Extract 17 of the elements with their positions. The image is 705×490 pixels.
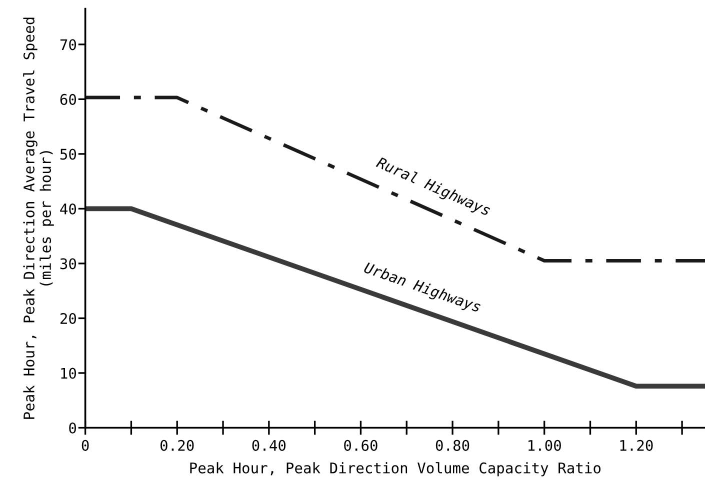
x-tick-label: 0.80 <box>436 440 470 451</box>
x-axis-title: Peak Hour, Peak Direction Volume Capacity Ratio <box>190 462 601 476</box>
y-axis-title: Peak Hour, Peak Direction Average Travel Speed (miles per hour) <box>23 18 54 419</box>
x-tick-label: 0 <box>82 440 89 451</box>
y-tick-label: 10 <box>61 368 76 379</box>
y-tick-label: 30 <box>60 258 76 270</box>
x-tick-label: 0.40 <box>252 440 286 451</box>
x-tick-label: 1.20 <box>620 440 653 451</box>
x-tick-label: 0.60 <box>344 440 378 451</box>
y-tick-label: 20 <box>60 312 76 324</box>
y-tick-label: 50 <box>60 148 76 160</box>
y-tick-label: 70 <box>60 39 76 50</box>
y-tick-label: 60 <box>60 94 76 105</box>
x-tick-label: 0.20 <box>160 440 194 451</box>
y-tick-label: 40 <box>60 203 76 214</box>
y-tick-label: 0 <box>69 422 76 434</box>
x-tick-label: 1.00 <box>528 440 561 451</box>
